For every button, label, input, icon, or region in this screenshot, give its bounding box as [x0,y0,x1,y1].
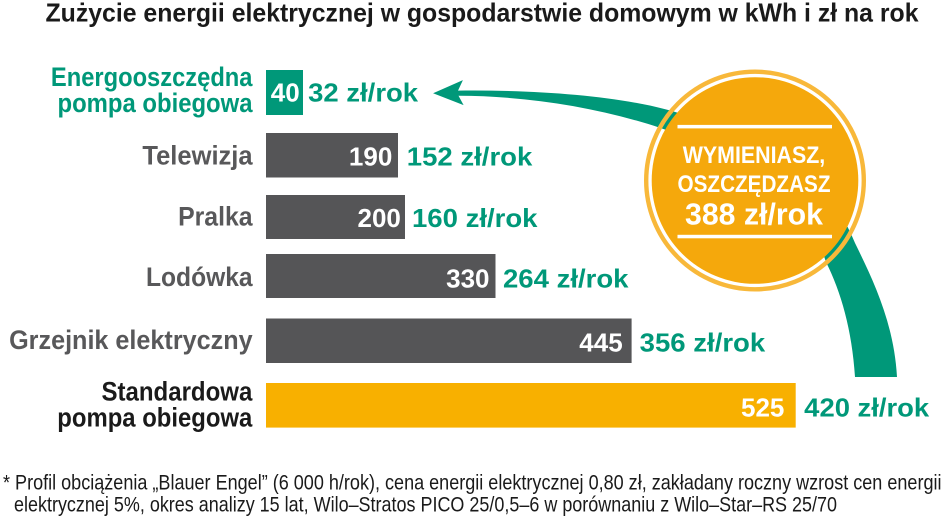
svg-text:152 zł/rok: 152 zł/rok [407,142,533,172]
svg-text:pompa obiegowa: pompa obiegowa [58,88,254,118]
svg-text:264 zł/rok: 264 zł/rok [503,264,629,294]
svg-text:Lodówka: Lodówka [146,262,253,292]
svg-text:Telewizja: Telewizja [142,140,253,170]
svg-text:pompa obiegowa: pompa obiegowa [57,403,253,433]
svg-text:elektrycznej 5%, okres analizy: elektrycznej 5%, okres analizy 15 lat, W… [14,493,837,516]
svg-text:160 zł/rok: 160 zł/rok [412,203,538,233]
svg-text:356 zł/rok: 356 zł/rok [640,328,766,358]
svg-text:WYMIENIASZ,: WYMIENIASZ, [683,142,826,169]
svg-text:445: 445 [579,328,622,358]
svg-text:OSZCZĘDZASZ: OSZCZĘDZASZ [678,171,831,198]
svg-text:Pralka: Pralka [178,202,253,232]
svg-text:388 zł/rok: 388 zł/rok [685,197,824,232]
svg-text:Zużycie energii elektrycznej w: Zużycie energii elektrycznej w gospodars… [46,0,920,27]
svg-text:330: 330 [446,264,489,294]
svg-text:200: 200 [358,203,401,233]
svg-text:Energooszczędna: Energooszczędna [51,62,253,92]
svg-text:420 zł/rok: 420 zł/rok [804,392,930,422]
svg-text:Grzejnik elektryczny: Grzejnik elektryczny [9,325,253,355]
svg-text:40: 40 [271,77,300,107]
svg-text:190: 190 [349,142,392,172]
svg-text:525: 525 [741,392,784,422]
svg-text:* Profil obciążenia „Blauer En: * Profil obciążenia „Blauer Engel” (6 00… [3,472,942,495]
svg-text:32 zł/rok: 32 zł/rok [308,77,419,107]
svg-text:Standardowa: Standardowa [102,377,254,407]
